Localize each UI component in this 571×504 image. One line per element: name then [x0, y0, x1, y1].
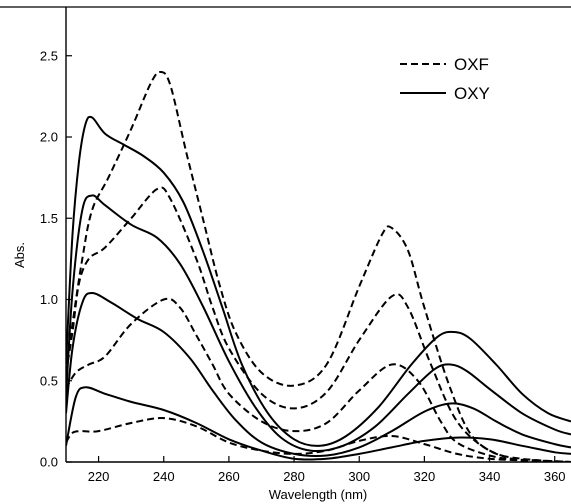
series-oxy-line-6: [66, 292, 571, 458]
series-oxf-line-4: [66, 70, 571, 462]
x-tick-label: 300: [348, 469, 370, 484]
y-tick-label: 2.5: [40, 48, 58, 63]
y-tick-label: 1.5: [40, 211, 58, 226]
x-tick-label: 280: [283, 469, 305, 484]
axes-layer: [0, 6, 571, 463]
x-tick-label: 320: [414, 469, 436, 484]
y-tick-label: 0.5: [40, 373, 58, 388]
tick-layer: 0.0 0.5 1.0 1.5 2.0 2.5 220 240 260 280 300 320 340 3…: [40, 48, 566, 484]
x-tick-label: 340: [479, 469, 501, 484]
series-layer: [66, 70, 571, 462]
x-tick-label: 240: [153, 469, 175, 484]
series-oxy-line-8: [66, 115, 571, 447]
x-axis-label: Wavelength (nm): [269, 487, 368, 502]
x-tick-label: 260: [218, 469, 240, 484]
series-oxy-line-7: [66, 194, 571, 453]
series-oxf-line-3: [66, 186, 571, 462]
x-tick-label: 220: [88, 469, 110, 484]
legend-label-oxy: OXY: [454, 84, 490, 103]
legend-label-oxf: OXF: [454, 55, 489, 74]
y-tick-label: 1.0: [40, 292, 58, 307]
y-tick-label: 2.0: [40, 130, 58, 145]
y-tick-label: 0.0: [40, 455, 58, 470]
legend: OXF OXY: [400, 55, 490, 103]
y-axis-label: Abs.: [12, 242, 27, 268]
x-tick-label: 360: [544, 469, 566, 484]
